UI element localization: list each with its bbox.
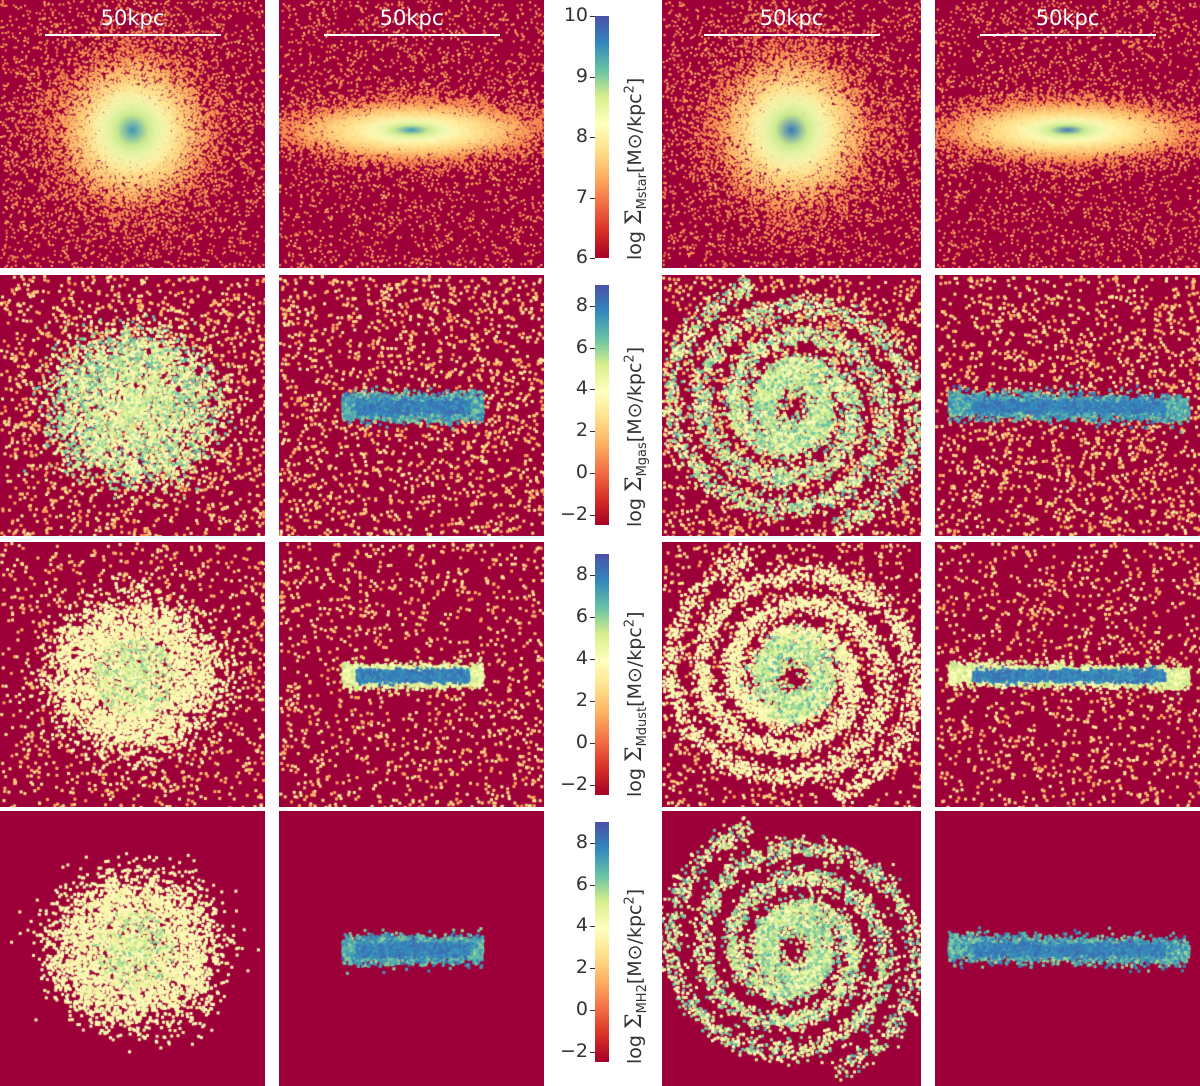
colorbar-label-mgas: log ΣMgas[M⊙/kpc2] <box>622 346 650 527</box>
map-mh2-col1 <box>0 811 265 1086</box>
map-mgas-col1 <box>0 275 265 536</box>
colorbar-tick-mark <box>590 197 595 199</box>
colorbar-tick-mark <box>590 784 595 786</box>
colorbar-mh2 <box>595 822 609 1062</box>
colorbar-tick-mark <box>590 700 595 702</box>
map-mstar-col2-image <box>279 0 544 268</box>
colorbar-tick-label: 4 <box>575 914 588 937</box>
colorbar-tick-label: −2 <box>559 502 588 525</box>
map-mh2-col3 <box>662 811 921 1086</box>
map-mstar-col3 <box>662 0 921 268</box>
scale-bar-label: 50kpc <box>100 6 165 30</box>
colorbar-tick-mark <box>590 574 595 576</box>
colorbar-tick-label: 0 <box>575 730 588 753</box>
colorbar-tick-label: 2 <box>575 956 588 979</box>
colorbar-tick-label: 6 <box>575 872 588 895</box>
colorbar-tick-mark <box>590 347 595 349</box>
map-mdust-col4 <box>935 542 1200 807</box>
colorbar-label-mh2: log ΣMH2[M⊙/kpc2] <box>622 888 650 1064</box>
colorbar-tick-mark <box>590 472 595 474</box>
colorbar-tick-mark <box>590 258 595 259</box>
map-mgas-col2-image <box>279 275 544 536</box>
colorbar-tick-mark <box>590 658 595 660</box>
colorbar-tick-label: 8 <box>575 293 588 316</box>
colorbar-tick-label: 6 <box>575 604 588 627</box>
colorbar-tick-mark <box>590 926 595 928</box>
map-mh2-col4 <box>935 811 1200 1086</box>
colorbar-tick-label: 4 <box>575 646 588 669</box>
colorbar-tick-mark <box>590 1009 595 1011</box>
colorbar-tick-label: 2 <box>575 419 588 442</box>
colorbar-tick-label: 8 <box>575 830 588 853</box>
colorbar-tick-label: 9 <box>575 64 588 87</box>
map-mstar-col1 <box>0 0 265 268</box>
scale-bar-label: 50kpc <box>379 6 444 30</box>
colorbar-mdust <box>595 554 609 795</box>
colorbar-tick-label: −2 <box>559 1039 588 1062</box>
colorbar-tick-mark <box>590 884 595 886</box>
colorbar-tick-mark <box>590 968 595 970</box>
colorbar-mstar <box>595 16 609 258</box>
map-mh2-col3-image <box>662 811 921 1086</box>
map-mdust-col4-image <box>935 542 1200 807</box>
colorbar-tick-mark <box>590 514 595 516</box>
map-mh2-col1-image <box>0 811 265 1086</box>
colorbar-tick-label: 8 <box>575 125 588 147</box>
colorbar-tick-label: 4 <box>575 377 588 400</box>
scale-bar-label: 50kpc <box>759 6 824 30</box>
map-mgas-col4 <box>935 275 1200 536</box>
map-mstar-col2 <box>279 0 544 268</box>
map-mgas-col3 <box>662 275 921 536</box>
colorbar-tick-label: 2 <box>575 688 588 711</box>
map-mstar-col1-image <box>0 0 265 268</box>
map-mgas-col1-image <box>0 275 265 536</box>
scale-bar <box>44 34 221 36</box>
colorbar-tick-mark <box>590 305 595 307</box>
colorbar-label-mstar: log ΣMstar[M⊙/kpc2] <box>622 77 650 260</box>
map-mdust-col2-image <box>279 542 544 807</box>
colorbar-tick-mark <box>590 842 595 844</box>
scale-bar-label: 50kpc <box>1035 6 1100 30</box>
colorbar-tick-label: 6 <box>575 246 588 268</box>
colorbar-tick-mark <box>590 76 595 78</box>
scale-bar <box>323 34 500 36</box>
colorbar-tick-label: 8 <box>575 562 588 585</box>
colorbar-tick-label: 10 <box>563 4 588 26</box>
colorbar-tick-mark <box>590 431 595 433</box>
map-mdust-col2 <box>279 542 544 807</box>
colorbar-tick-mark <box>590 137 595 138</box>
map-mgas-col3-image <box>662 275 921 536</box>
map-mdust-col3 <box>662 542 921 807</box>
colorbar-tick-label: 6 <box>575 335 588 358</box>
colorbar-tick-mark <box>590 1051 595 1053</box>
colorbar-tick-mark <box>590 742 595 744</box>
map-mgas-col4-image <box>935 275 1200 536</box>
map-mstar-col4-image <box>935 0 1200 268</box>
map-mh2-col2-image <box>279 811 544 1086</box>
colorbar-label-mdust: log ΣMdust[M⊙/kpc2] <box>622 611 650 798</box>
colorbar-mgas <box>595 285 609 525</box>
map-mdust-col1-image <box>0 542 265 807</box>
map-mstar-col4 <box>935 0 1200 268</box>
colorbar-tick-label: −2 <box>559 772 588 795</box>
colorbar-tick-mark <box>590 616 595 618</box>
map-mh2-col4-image <box>935 811 1200 1086</box>
map-mgas-col2 <box>279 275 544 536</box>
colorbar-tick-label: 0 <box>575 460 588 483</box>
scale-bar <box>979 34 1156 36</box>
colorbar-tick-mark <box>590 16 595 17</box>
map-mh2-col2 <box>279 811 544 1086</box>
colorbar-tick-mark <box>590 389 595 391</box>
map-mdust-col1 <box>0 542 265 807</box>
map-mstar-col3-image <box>662 0 921 268</box>
scale-bar <box>703 34 880 36</box>
map-mdust-col3-image <box>662 542 921 807</box>
colorbar-tick-label: 7 <box>575 185 588 208</box>
colorbar-tick-label: 0 <box>575 997 588 1020</box>
